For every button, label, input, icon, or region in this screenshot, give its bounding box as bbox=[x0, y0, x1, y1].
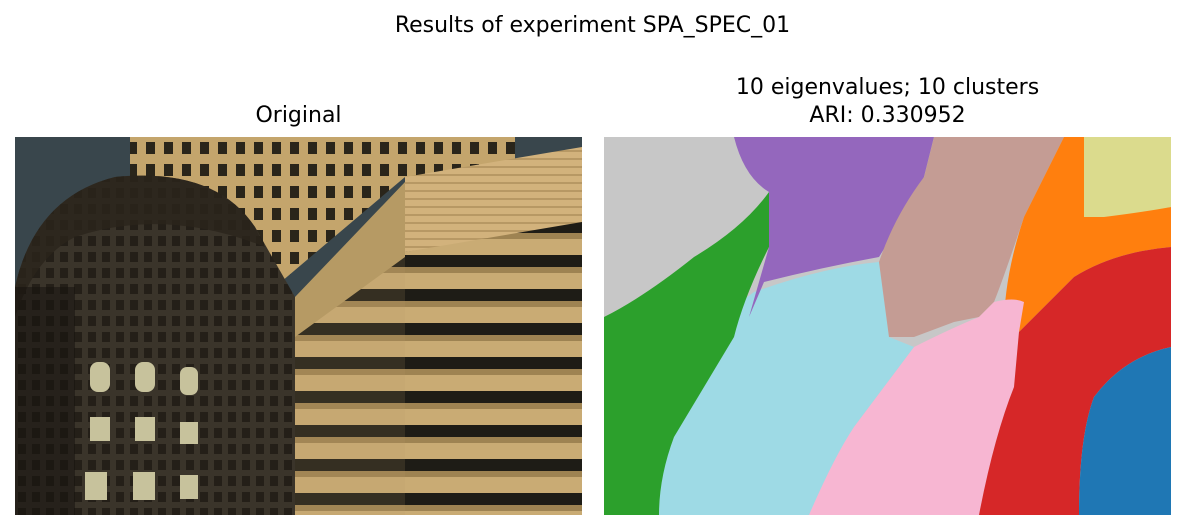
ornate-building bbox=[15, 175, 295, 515]
stripe-building-top bbox=[405, 147, 582, 252]
segmentation-panel-title: 10 eigenvalues; 10 clusters ARI: 0.33095… bbox=[604, 74, 1171, 130]
cluster-light-blue bbox=[604, 262, 914, 515]
segmentation-image bbox=[604, 137, 1171, 515]
building-shadow bbox=[15, 287, 75, 515]
original-photo-svg bbox=[15, 137, 582, 515]
original-image bbox=[15, 137, 582, 515]
cluster-rosy bbox=[879, 137, 1064, 337]
cluster-purple bbox=[734, 137, 934, 317]
cluster-pink bbox=[809, 299, 1024, 515]
segmentation-title-line2: ARI: 0.330952 bbox=[809, 103, 966, 128]
cluster-khaki bbox=[1084, 137, 1171, 217]
segmentation-title-line1: 10 eigenvalues; 10 clusters bbox=[735, 75, 1040, 100]
cluster-red bbox=[979, 247, 1171, 515]
segmentation-map-svg bbox=[604, 137, 1171, 515]
cluster-blue bbox=[1079, 347, 1171, 515]
stripe-building-main bbox=[405, 222, 582, 515]
arched-windows bbox=[85, 362, 198, 500]
original-panel-title: Original bbox=[255, 103, 342, 128]
figure-suptitle: Results of experiment SPA_SPEC_01 bbox=[394, 13, 791, 38]
cluster-green bbox=[604, 192, 769, 515]
cluster-orange bbox=[1004, 137, 1171, 332]
ornate-cornice bbox=[15, 175, 265, 317]
mid-building-windows bbox=[295, 257, 405, 515]
